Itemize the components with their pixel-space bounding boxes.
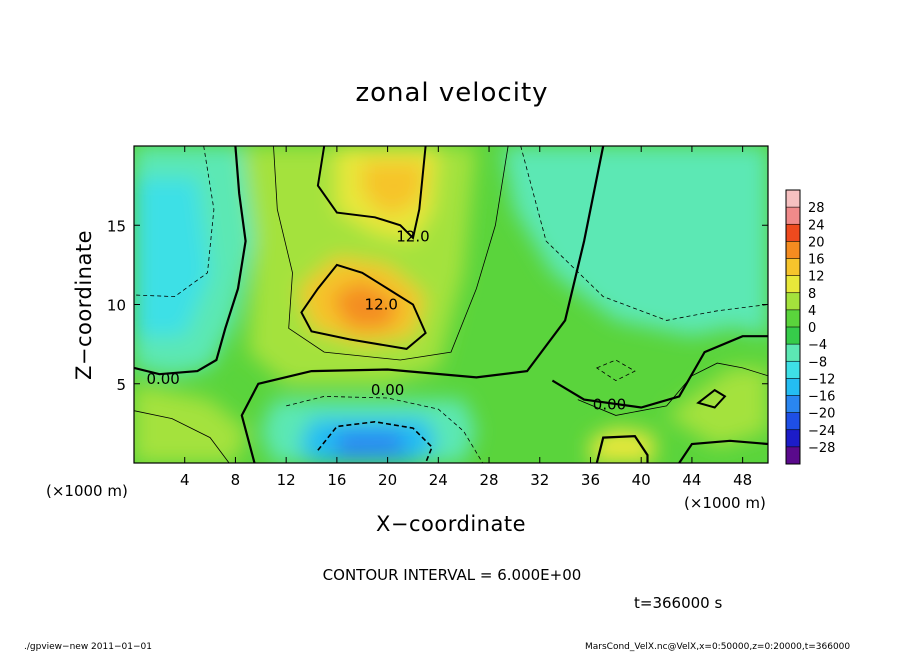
contour-labels: 12.0 12.0 0.00 0.00 0.00	[146, 227, 626, 413]
colorbar-swatch	[786, 429, 800, 447]
x-tick-label: 48	[733, 471, 752, 489]
contour-zero-bottom-right	[595, 434, 649, 463]
colorbar-label: 0	[808, 321, 816, 336]
colorbar-label: −8	[808, 355, 827, 370]
contour-twelve-central	[300, 263, 427, 350]
contour-label: 0.00	[146, 370, 179, 388]
contour-twelve-east	[696, 388, 727, 409]
colorbar-label: 28	[808, 201, 825, 216]
colorbar-label: 24	[808, 218, 825, 233]
colorbar: −28 −24 −20 −16 −12 −8 −4 0 4 8 12 16 20 24 28	[785, 189, 835, 465]
contour-six-bottom-left	[134, 410, 230, 463]
x-tick-label: 32	[530, 471, 549, 489]
y-axis-label: Z−coordinate	[72, 230, 96, 380]
field-blobs	[134, 146, 768, 463]
colorbar-swatch	[786, 292, 800, 310]
colorbar-label: 4	[808, 304, 816, 319]
footer-left: ./gpview−new 2011−01−01	[24, 642, 152, 652]
colorbar-label: 12	[808, 270, 825, 285]
contour-label: 12.0	[396, 227, 429, 245]
contour-twelve-upper	[316, 146, 427, 240]
contour-label: 12.0	[365, 296, 398, 314]
x-tick-label: 24	[429, 471, 448, 489]
colorbar-swatch	[786, 190, 800, 208]
colorbar-swatch	[786, 361, 800, 379]
colorbar-swatch	[786, 275, 800, 293]
field-region-bottom-deep	[336, 431, 407, 459]
x-tick-label: 44	[682, 471, 701, 489]
x-tick-label: 16	[327, 471, 346, 489]
contour-six-east	[577, 362, 768, 416]
footer-right: MarsCond_VelX.nc@VelX,x=0:50000,z=0:2000…	[585, 642, 851, 652]
contour-lines	[134, 146, 768, 463]
contour-zero-far-right	[678, 439, 768, 463]
field-region-bottom-left	[134, 383, 249, 463]
time-note: t=366000 s	[634, 594, 723, 612]
contour-zero-west	[134, 146, 247, 376]
x-tick-label: 12	[277, 471, 296, 489]
x-tick-label: 36	[581, 471, 600, 489]
colorbar-swatch	[786, 327, 800, 345]
x-axis-label: X−coordinate	[376, 512, 526, 536]
x-unit-left-label: (×1000 m)	[46, 482, 128, 500]
colorbar-swatch	[786, 344, 800, 362]
contour-interval-note: CONTOUR INTERVAL = 6.000E+00	[322, 566, 582, 584]
y-tick-label: 5	[116, 376, 126, 394]
field-region-central-core	[330, 280, 401, 329]
colorbar-swatch	[786, 446, 800, 464]
colorbar-label: −28	[808, 441, 835, 456]
colorbar-swatch	[786, 258, 800, 276]
contour-neg-west	[134, 146, 215, 298]
contour-zero-east	[551, 335, 768, 409]
x-tick-label: 28	[479, 471, 498, 489]
contour-neg-east-small	[595, 359, 636, 382]
contour-neg-bottom	[286, 395, 484, 463]
x-tick-label: 4	[180, 471, 190, 489]
colorbar-label: 8	[808, 287, 816, 302]
colorbar-swatch	[786, 378, 800, 396]
field-region-upper-core	[362, 161, 426, 218]
y-tick-label: 10	[107, 297, 126, 315]
field-region-west-core	[134, 177, 211, 337]
x-tick-label: 20	[378, 471, 397, 489]
colorbar-swatch	[786, 395, 800, 413]
colorbar-label: 20	[808, 235, 825, 250]
x-tick-label: 40	[632, 471, 651, 489]
field-region-east-max	[666, 367, 768, 448]
contour-neg-bottom-core	[317, 420, 433, 463]
colorbar-label: −4	[808, 338, 827, 353]
y-tick-label: 15	[107, 217, 126, 235]
colorbar-label: −24	[808, 424, 835, 439]
x-unit-right-label: (×1000 m)	[684, 494, 766, 512]
contour-neg-east	[520, 146, 768, 321]
chart-title: zonal velocity	[355, 78, 549, 108]
x-tick-label: 8	[231, 471, 241, 489]
contour-zero-central	[240, 146, 605, 463]
velocity-field	[134, 146, 768, 463]
colorbar-swatch	[786, 412, 800, 430]
colorbar-swatch	[786, 241, 800, 259]
colorbar-swatch	[786, 309, 800, 327]
colorbar-label: −20	[808, 407, 835, 422]
colorbar-swatch	[786, 224, 800, 242]
field-region-east-core	[666, 225, 768, 337]
contour-six-column	[273, 146, 509, 361]
colorbar-label: −12	[808, 372, 835, 387]
contour-label: 0.00	[593, 395, 626, 413]
colorbar-label: −16	[808, 390, 835, 405]
contour-label: 0.00	[371, 381, 404, 399]
colorbar-label: 16	[808, 253, 825, 268]
colorbar-swatch	[786, 207, 800, 225]
